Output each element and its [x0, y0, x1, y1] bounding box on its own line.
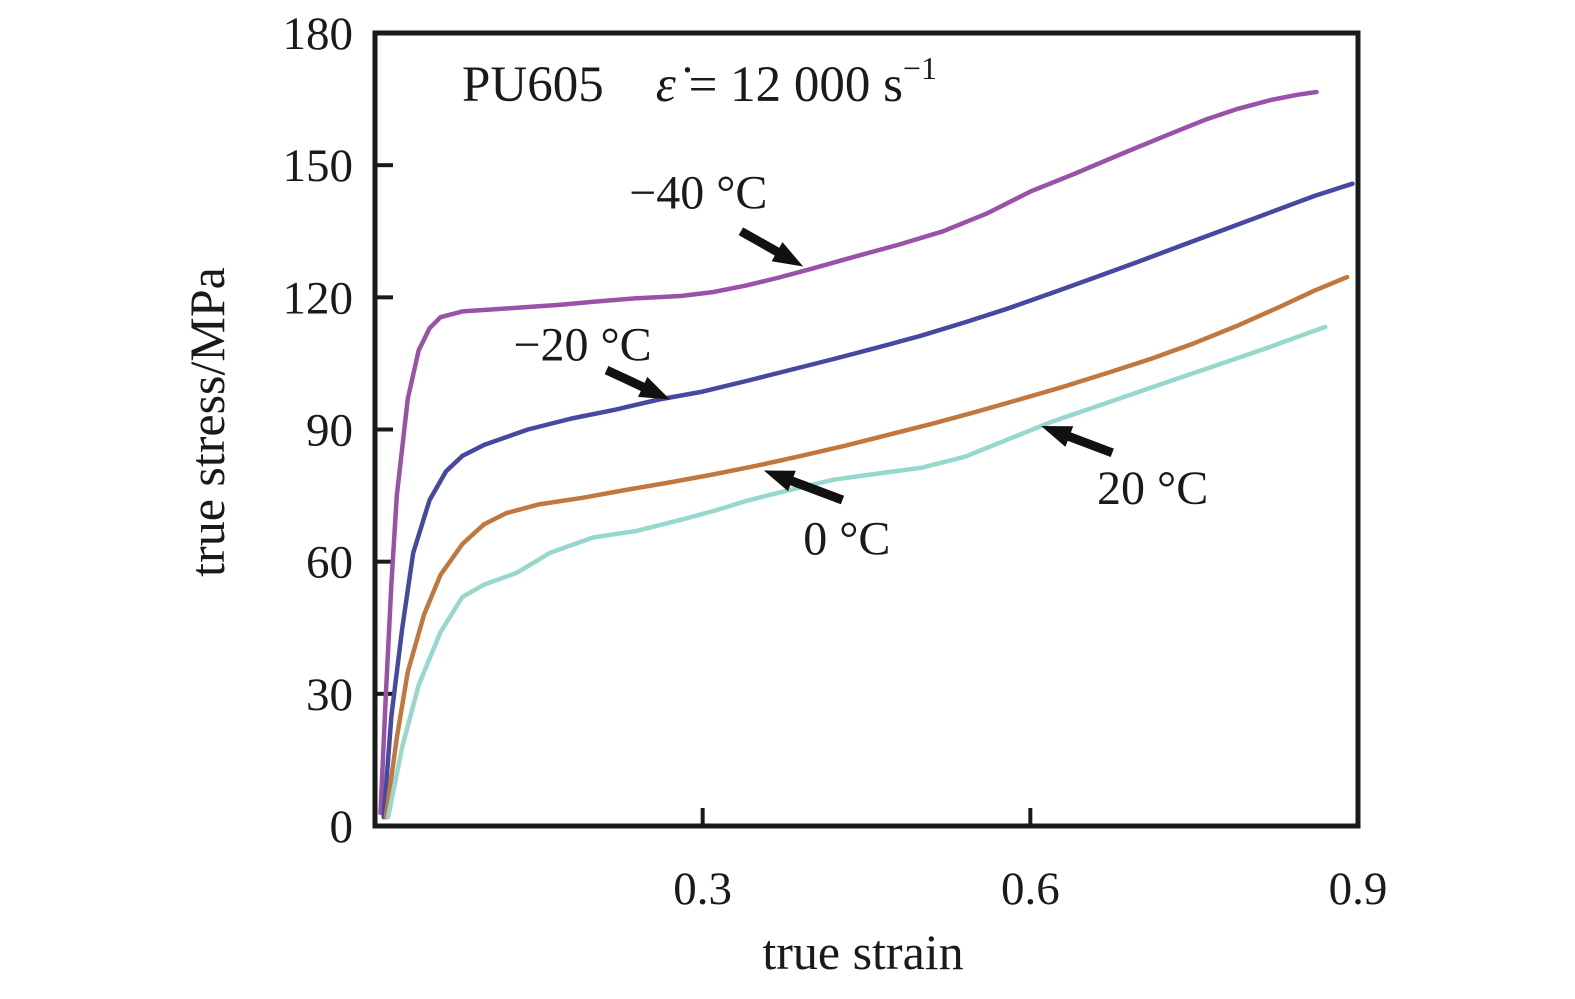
- strain-rate-value: = 12 000 s: [675, 57, 903, 113]
- y-tick-label: 60: [306, 537, 353, 589]
- annotation-label-minus-40c: −40 °C: [629, 167, 767, 220]
- annotation-arrow-line: [604, 365, 649, 393]
- y-tick-label: 30: [306, 669, 353, 721]
- y-tick-label: 90: [306, 405, 353, 457]
- annotation-arrow-head: [638, 376, 670, 400]
- plot-border: [372, 30, 1361, 829]
- curve-minus-20c: [381, 181, 1355, 820]
- annotation-arrow-head: [763, 470, 796, 492]
- annotation-arrow-head: [1041, 425, 1074, 447]
- x-tick-label: 0.9: [1329, 863, 1388, 915]
- strain-rate-exponent: −1: [902, 50, 937, 86]
- annotation-label-20c: 20 °C: [1097, 462, 1208, 515]
- chart-title-model: PU605: [462, 57, 604, 113]
- y-tick-label: 150: [283, 140, 354, 192]
- annotation-arrow-head: [771, 242, 804, 267]
- chart-title: PU605 ε̇ = 12 000 s−1: [462, 50, 937, 114]
- curve-minus-40c: [378, 89, 1319, 816]
- x-tick-label: 0.6: [1001, 863, 1060, 915]
- annotation-arrow-line: [786, 475, 845, 505]
- y-axis-label: true stress/MPa: [179, 267, 235, 577]
- curve-20c: [385, 324, 1328, 820]
- y-tick-label: 120: [283, 272, 354, 324]
- curve-0c: [383, 274, 1350, 820]
- x-axis-label: true strain: [762, 924, 964, 980]
- y-tick-label: 180: [283, 8, 354, 60]
- strain-rate-symbol: ε̇: [655, 57, 676, 113]
- y-tick-label: 0: [330, 801, 354, 853]
- annotation-arrow-line: [738, 227, 783, 258]
- x-tick-label: 0.3: [673, 863, 732, 915]
- annotation-label-0c: 0 °C: [803, 512, 890, 565]
- annotation-arrow-line: [1063, 430, 1114, 458]
- annotation-label-minus-20c: −20 °C: [513, 319, 651, 372]
